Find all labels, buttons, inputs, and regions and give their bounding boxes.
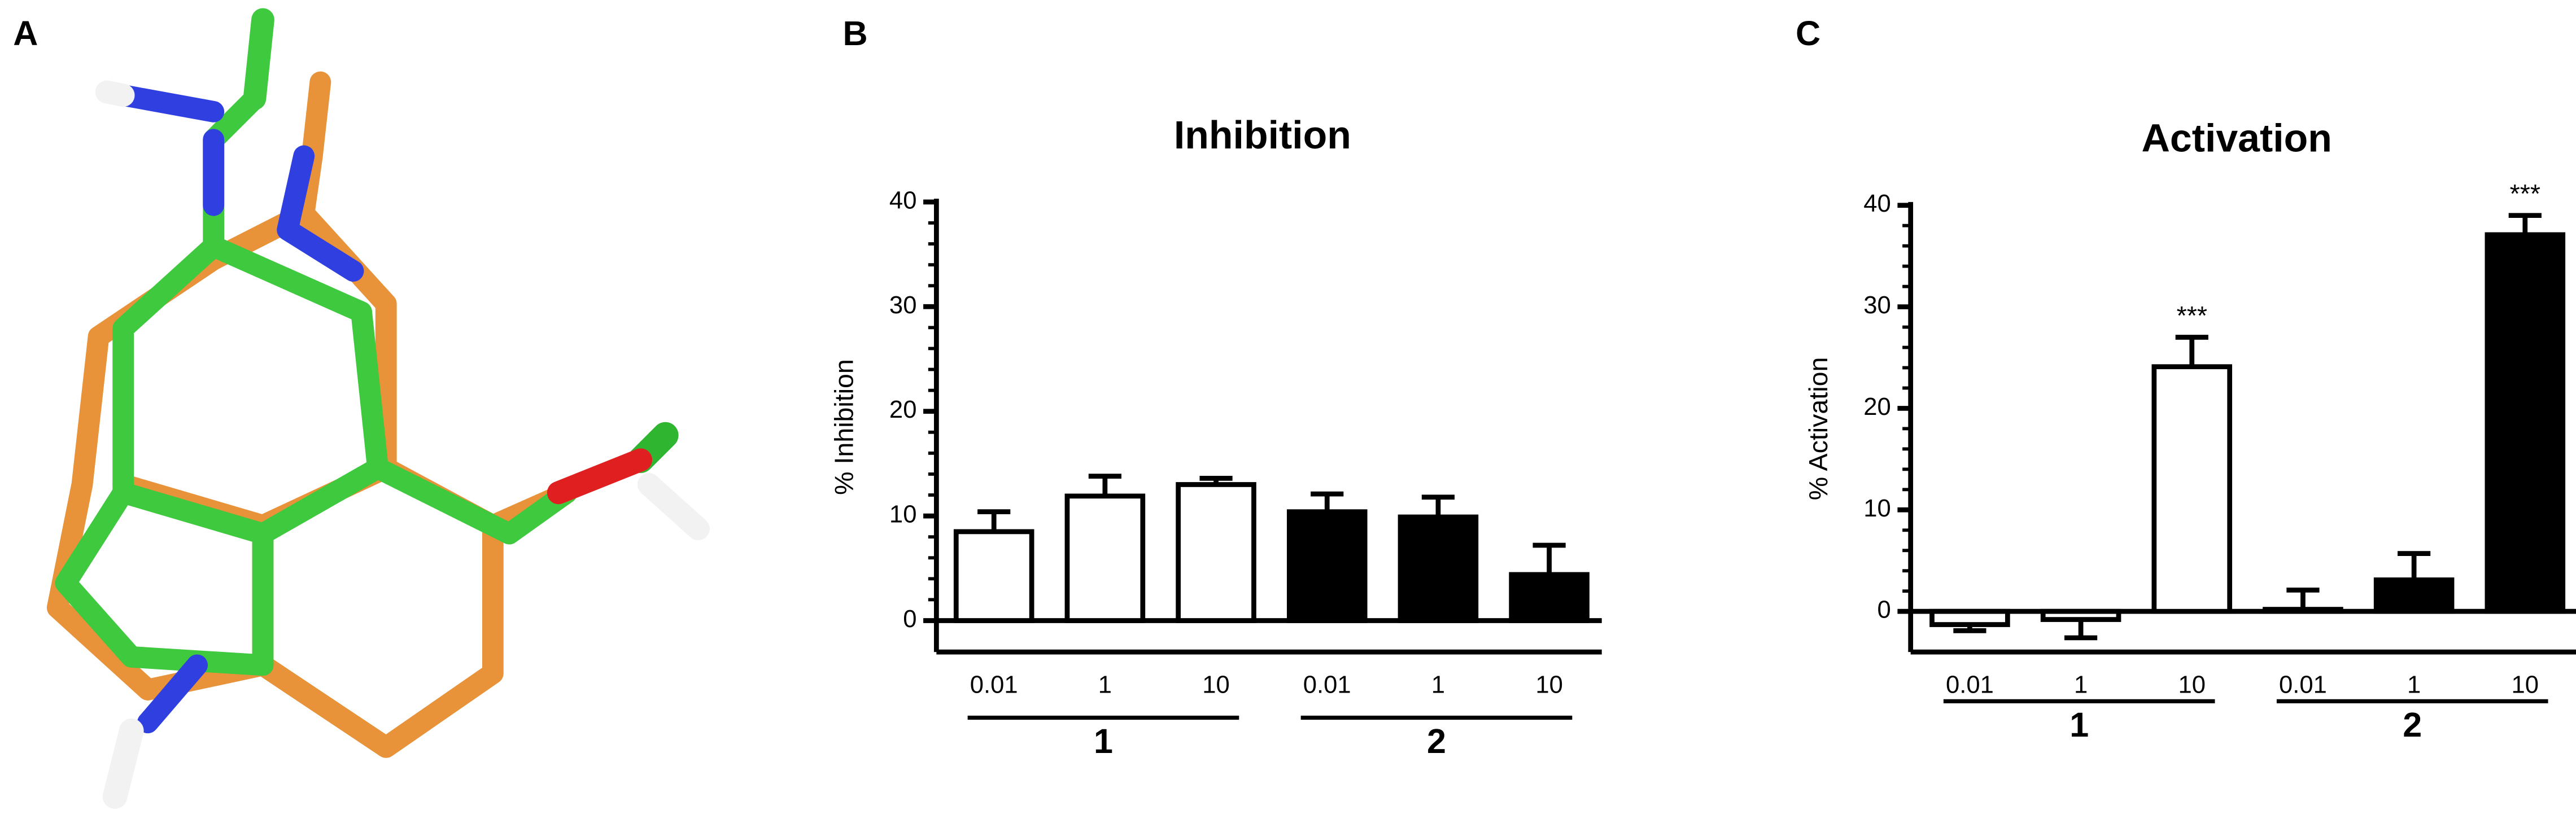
panel-label: B	[843, 14, 868, 52]
y-tick-label: 0	[903, 605, 916, 633]
x-tick-label: 10	[2178, 671, 2206, 699]
y-tick-label: 40	[1863, 190, 1891, 217]
y-tick-label: 20	[889, 396, 917, 423]
bar	[2040, 608, 2121, 622]
bar	[2263, 607, 2343, 614]
bar	[2151, 364, 2233, 614]
bar	[953, 529, 1034, 623]
bar	[1929, 608, 2010, 627]
x-tick-label: 0.01	[1946, 671, 1994, 699]
x-tick-label: 1	[2407, 671, 2421, 699]
x-tick-label: 1	[2074, 671, 2088, 699]
molecule-structure	[46, 8, 710, 809]
significance-label: ***	[2510, 179, 2540, 208]
group-label: 2	[1427, 722, 1446, 760]
y-axis-label: % Inhibition	[829, 359, 859, 495]
x-tick-label: 10	[2512, 671, 2539, 699]
bar	[2485, 232, 2566, 614]
x-tick-label: 0.01	[2279, 671, 2327, 699]
y-tick-label: 0	[1877, 596, 1890, 624]
x-tick-label: 0.01	[1303, 671, 1351, 699]
bar	[1064, 493, 1146, 623]
y-tick-label: 30	[889, 291, 917, 319]
significance-label: ***	[2177, 301, 2207, 330]
x-tick-label: 0.01	[970, 671, 1018, 699]
chart-title: Activation	[2141, 116, 2332, 160]
chart-title: Inhibition	[1174, 113, 1351, 157]
x-tick-label: 1	[1431, 671, 1445, 699]
bar	[2373, 577, 2455, 614]
y-tick-label: 20	[1863, 393, 1891, 421]
bar	[1509, 572, 1590, 623]
y-tick-label: 40	[889, 186, 917, 214]
x-tick-label: 1	[1098, 671, 1112, 699]
y-tick-label: 10	[1863, 494, 1891, 522]
y-tick-label: 10	[889, 501, 917, 528]
bar	[1398, 514, 1479, 623]
group-label: 1	[2069, 706, 2089, 744]
y-axis-label: % Activation	[1804, 357, 1833, 501]
panel-label: C	[1796, 14, 1820, 52]
y-tick-label: 30	[1863, 291, 1891, 319]
x-tick-label: 10	[1202, 671, 1230, 699]
group-label: 1	[1094, 722, 1113, 760]
group-label: 2	[2403, 706, 2422, 744]
bar	[1286, 509, 1368, 623]
x-tick-label: 10	[1535, 671, 1563, 699]
bar	[1176, 482, 1256, 623]
panel-label: A	[13, 14, 38, 52]
